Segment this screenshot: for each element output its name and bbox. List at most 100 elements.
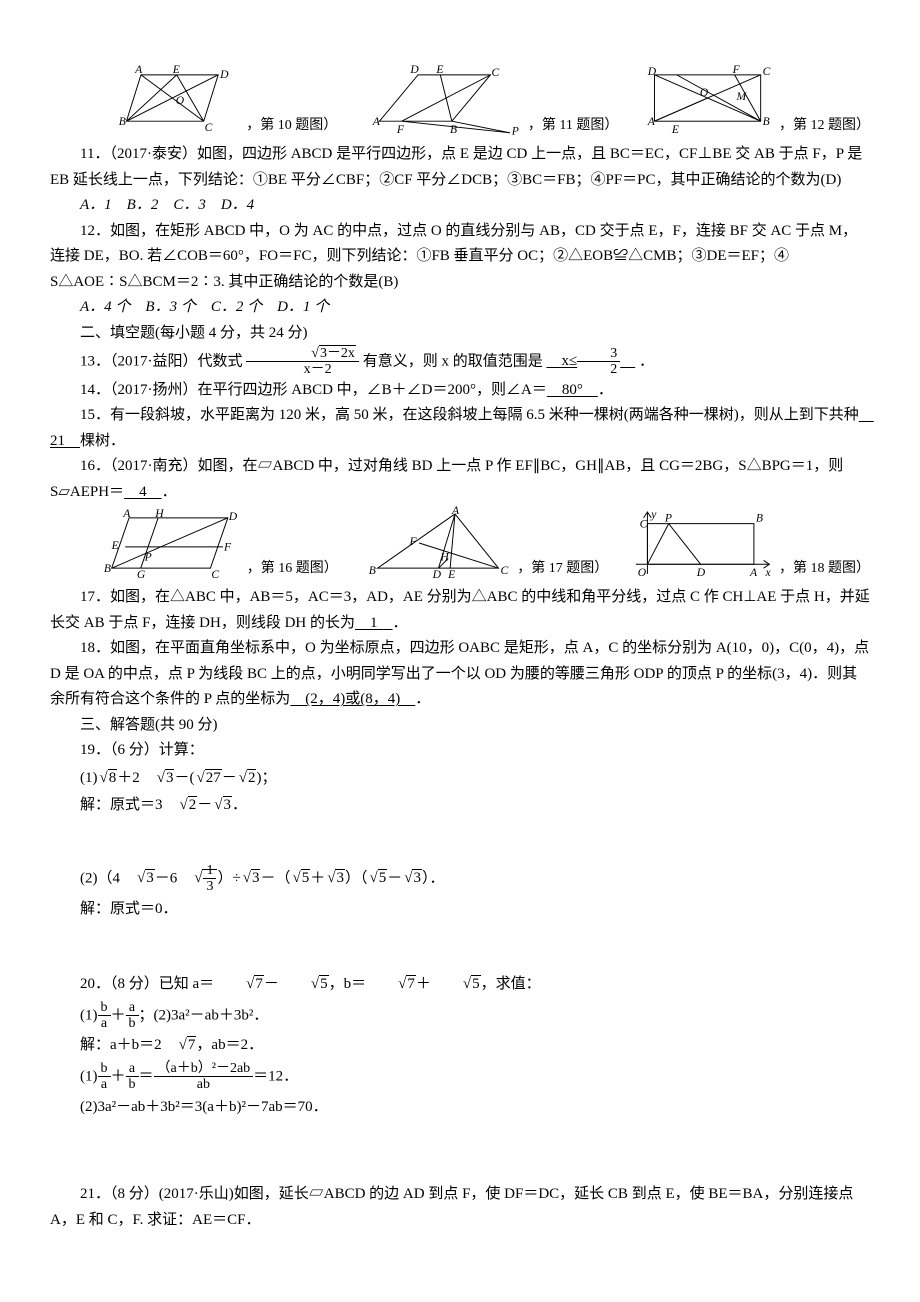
lbl: A [123, 507, 132, 520]
lbl: B [119, 115, 126, 128]
q15-pre: 15．有一段斜坡，水平距离为 120 米，高 50 米，在这段斜坡上每隔 6.5… [80, 407, 859, 423]
t: ，b＝ [329, 976, 367, 992]
lbl: P [664, 512, 672, 525]
lbl: O [700, 86, 709, 99]
q11-text: 11．（2017·泰安）如图，四边形 ABCD 是平行四边形，点 E 是边 CD… [50, 142, 870, 193]
lbl: M [735, 90, 747, 103]
q18-post: ． [415, 691, 430, 707]
q18-ans: (2，4)或(8，4) [290, 691, 415, 707]
q17-post: ． [393, 615, 408, 631]
q20-sol1: 解：a＋b＝2 7，ab＝2． [80, 1033, 870, 1059]
lbl: B [756, 512, 763, 525]
t: ）（ [345, 870, 368, 886]
q18-pre: 18．如图，在平面直角坐标系中，O 为坐标原点，四边形 OABC 是矩形，点 A… [50, 640, 869, 707]
fig-11-caption: ，第 11 题图） [528, 114, 618, 138]
q13-den: x－2 [246, 362, 359, 377]
t: ）÷ [217, 870, 240, 886]
q14-post: ． [598, 382, 613, 398]
lbl: C [491, 66, 499, 79]
t: ，ab＝2． [196, 1037, 263, 1053]
t: 解：a＋b＝2 [80, 1037, 177, 1053]
q19-title: 19．（6 分）计算： [50, 738, 870, 764]
q17: 17．如图，在△ABC 中，AB＝5，AC＝3，AD，AE 分别为△ABC 的中… [50, 585, 870, 636]
q11-opts: A．1 B．2 C．3 D．4 [50, 193, 870, 219]
t: 解：原式＝3 [80, 797, 178, 813]
lbl: C [212, 568, 220, 581]
lbl: P [510, 125, 518, 138]
t: 2 [188, 796, 198, 813]
t: ）． [422, 870, 445, 886]
lbl: A [371, 115, 380, 128]
lbl: A [749, 566, 758, 579]
t: 5 [301, 869, 311, 886]
t: a [98, 1077, 111, 1092]
q13: 13．（2017·益阳）代数式 3－2x x－2 有意义，则 x 的取值范围是 … [50, 346, 870, 378]
t: (1) [80, 1007, 98, 1023]
t: ＝12． [253, 1068, 298, 1084]
t: 3 [412, 869, 422, 886]
q13-post: ． [639, 353, 654, 369]
q19-p1-pre: (1) [80, 770, 98, 786]
lbl: D [696, 566, 706, 579]
q18: 18．如图，在平面直角坐标系中，O 为坐标原点，四边形 OABC 是矩形，点 A… [50, 636, 870, 713]
q17-pre: 17．如图，在△ABC 中，AB＝5，AC＝3，AD，AE 分别为△ABC 的中… [50, 589, 870, 631]
q13-ans-num: 3 [577, 346, 620, 362]
lbl: F [395, 123, 404, 136]
t: ab [154, 1077, 254, 1092]
lbl: D [219, 68, 229, 81]
q14: 14．（2017·扬州）在平行四边形 ABCD 中，∠B＋∠D＝200°，则∠A… [50, 378, 870, 404]
t: 5 [319, 975, 329, 992]
q16: 16．（2017·南充）如图，在▱ABCD 中，过对角线 BD 上一点 P 作 … [50, 454, 870, 505]
lbl: B [104, 562, 111, 575]
t: 3 [203, 879, 216, 894]
q13-ans-den: 2 [577, 362, 620, 377]
lbl: E [435, 63, 443, 76]
t: 5 [471, 975, 481, 992]
q21-text: 21．（8 分）(2017·乐山)如图，延长▱ABCD 的边 AD 到点 F，使… [50, 1182, 870, 1233]
t: a [98, 1016, 111, 1031]
lbl: y [650, 508, 657, 521]
lbl: E [111, 539, 119, 552]
q19-p1: (1)8＋2 3－(27－2)； [80, 766, 870, 792]
lbl: B [762, 115, 769, 128]
figure-row-1: A E D B C O ，第 10 题图） D E C A F B P ，第 1… [50, 60, 870, 138]
t: 7 [406, 975, 416, 992]
t: ；(2)3a²－ab＋3b²． [139, 1007, 269, 1023]
lbl: D [409, 63, 419, 76]
fig-12-caption: ，第 12 题图） [779, 114, 870, 138]
t: ＝ [139, 1068, 154, 1084]
t: 3 [223, 796, 233, 813]
t: b [98, 1061, 111, 1077]
q20-line1: (1)ba＋ab；(2)3a²－ab＋3b²． [80, 1000, 870, 1032]
fig-16: A H D E F P B G C [102, 505, 242, 581]
lbl: D [228, 510, 238, 523]
lbl: A [451, 505, 460, 517]
t: 27 [205, 769, 222, 786]
fig-10: A E D B C O [112, 60, 242, 138]
lbl: D [432, 568, 442, 581]
lbl: C [762, 65, 770, 78]
lbl: C [205, 121, 213, 134]
lbl: E [671, 123, 679, 136]
q20-sol3: (2)3a²－ab＋3b²＝3(a＋b)²－7ab＝70． [80, 1095, 870, 1121]
q12-opts: A．4 个 B．3 个 C．2 个 D．1 个 [50, 295, 870, 321]
t: (2)（4 [80, 870, 135, 886]
t: 2 [247, 769, 257, 786]
lbl: O [638, 566, 647, 579]
section-ii: 二、填空题(每小题 4 分，共 24 分) [50, 321, 870, 347]
q15: 15．有一段斜坡，水平距离为 120 米，高 50 米，在这段斜坡上每隔 6.5… [50, 403, 870, 454]
fig-18-caption: ，第 18 题图） [779, 557, 870, 581]
t: －（ [260, 870, 290, 886]
q20-title: 20．（8 分）已知 a＝7－5，b＝7＋5，求值： [50, 972, 870, 998]
lbl: A [134, 63, 143, 76]
fig-16-caption: ，第 16 题图） [247, 557, 338, 581]
q19-p2: (2)（4 3－6 13）÷3－（5＋3）（5－3）． [80, 863, 870, 895]
t: 3 [145, 869, 155, 886]
t: 3 [335, 869, 345, 886]
fig-18: y C P B O D A x [630, 505, 775, 581]
fig-12: D F C O M A E B [640, 60, 775, 138]
q12-text: 12．如图，在矩形 ABCD 中，O 为 AC 的中点，过点 O 的直线分别与 … [50, 219, 870, 296]
q17-ans: 1 [355, 615, 393, 631]
q14-ans: 80° [547, 382, 598, 398]
fig-17: A F H B D E C [363, 505, 513, 581]
